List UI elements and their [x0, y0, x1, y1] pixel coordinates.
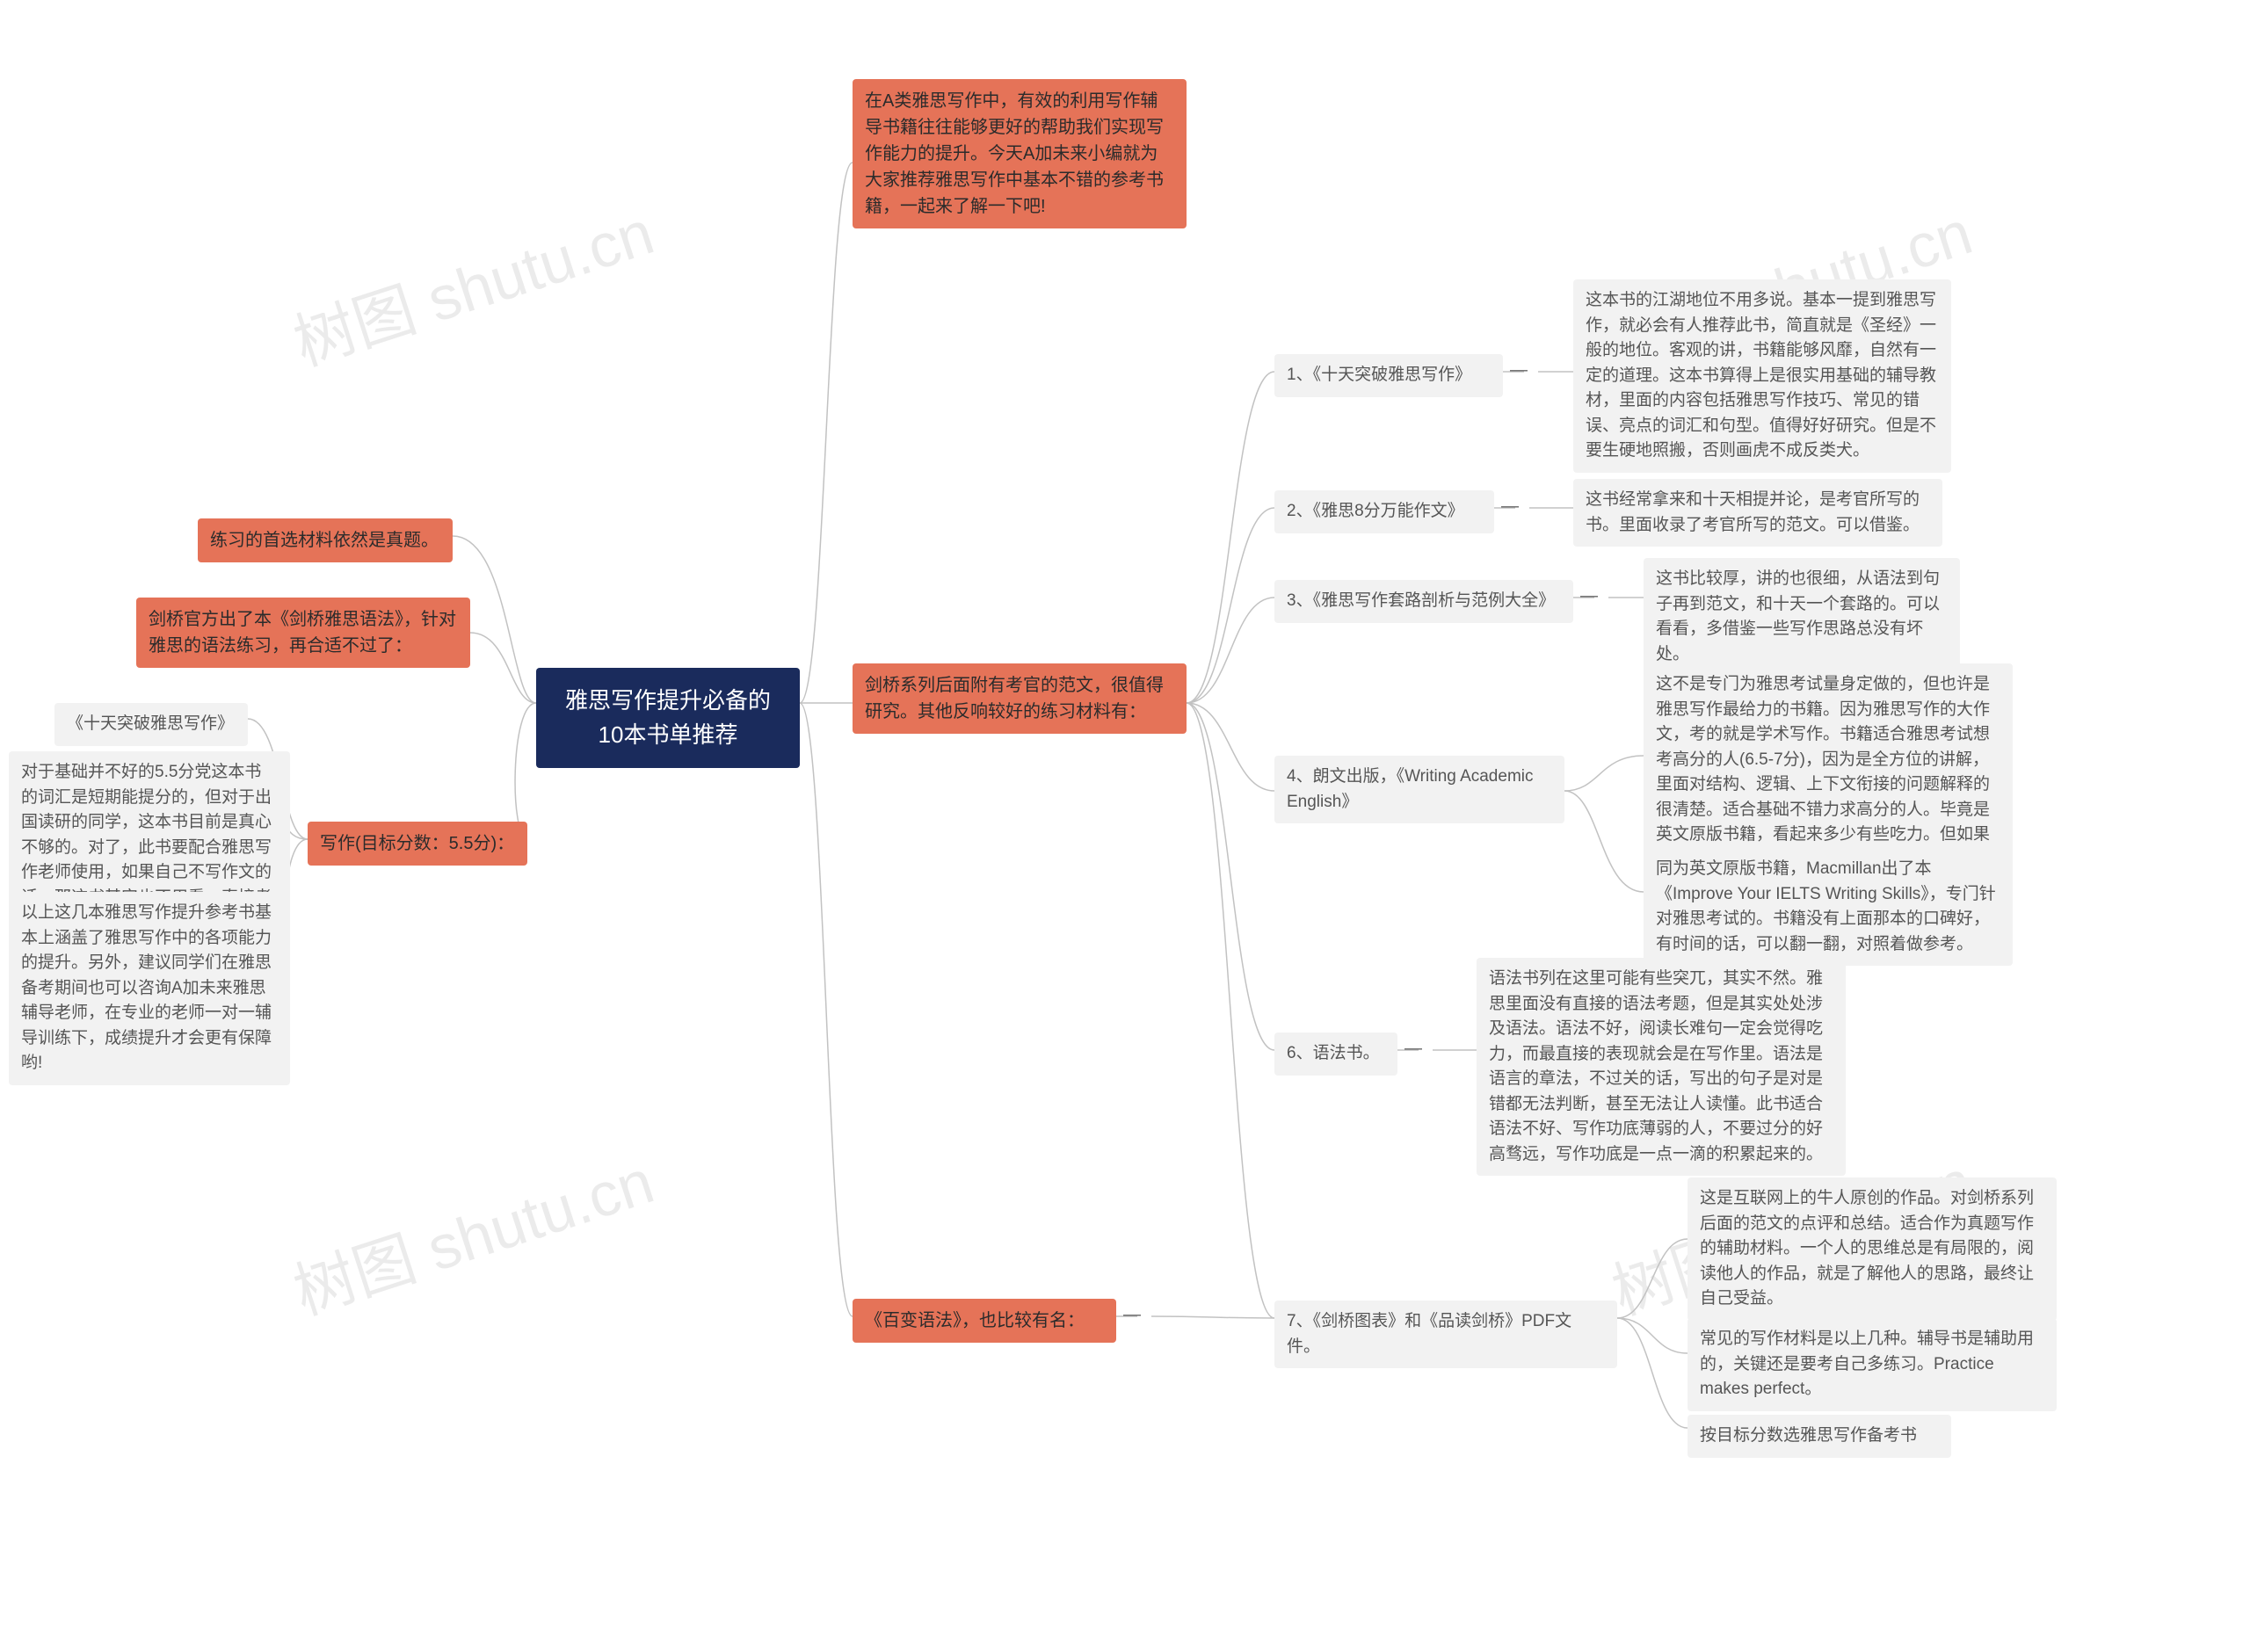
book-note: 这书经常拿来和十天相提并论，是考官所写的书。里面收录了考官所写的范文。可以借鉴。	[1573, 479, 1942, 547]
practice-branch[interactable]: 练习的首选材料依然是真题。	[198, 518, 453, 562]
book-title[interactable]: 1、《十天突破雅思写作》	[1274, 354, 1503, 397]
book-note: 语法书列在这里可能有些突兀，其实不然。雅思里面没有直接的语法考题，但是其实处处涉…	[1477, 958, 1846, 1176]
mindmap-canvas: 树图 shutu.cn 树图 shutu.cn 树图 shutu.cn 树图 s…	[0, 0, 2250, 1652]
dash: —	[1123, 1305, 1141, 1325]
book-note: 常见的写作材料是以上几种。辅导书是辅助用的，关键还是要考自己多练习。Practi…	[1688, 1318, 2057, 1411]
dash: —	[1501, 496, 1519, 517]
cambridge-branch[interactable]: 剑桥官方出了本《剑桥雅思语法》，针对雅思的语法练习，再合适不过了：	[136, 598, 470, 668]
root-node[interactable]: 雅思写作提升必备的10本书单推荐	[536, 668, 800, 768]
book-title[interactable]: 4、朗文出版，《Writing Academic English》	[1274, 756, 1564, 823]
main-branch[interactable]: 剑桥系列后面附有考官的范文，很值得研究。其他反响较好的练习材料有：	[853, 663, 1187, 734]
watermark: 树图 shutu.cn	[281, 184, 664, 383]
book-title[interactable]: 3、《雅思写作套路剖析与范例大全》	[1274, 580, 1573, 623]
dash: —	[1510, 360, 1528, 380]
book-note: 同为英文原版书籍，Macmillan出了本《Improve Your IELTS…	[1644, 848, 2013, 966]
book-title[interactable]: 6、语法书。	[1274, 1032, 1397, 1076]
book-title[interactable]: 2、《雅思8分万能作文》	[1274, 490, 1494, 533]
writing-child: 以上这几本雅思写作提升参考书基本上涵盖了雅思写作中的各项能力的提升。另外，建议同…	[9, 892, 290, 1085]
book-note: 这本书的江湖地位不用多说。基本一提到雅思写作，就必会有人推荐此书，简直就是《圣经…	[1573, 279, 1951, 473]
dash: —	[1404, 1039, 1422, 1059]
book-note: 这是互联网上的牛人原创的作品。对剑桥系列后面的范文的点评和总结。适合作为真题写作…	[1688, 1177, 2057, 1321]
book-title[interactable]: 7、《剑桥图表》和《品读剑桥》PDF文件。	[1274, 1301, 1617, 1368]
watermark: 树图 shutu.cn	[281, 1133, 664, 1332]
book-note: 这书比较厚，讲的也很细，从语法到句子再到范文，和十天一个套路的。可以看看，多借鉴…	[1644, 558, 1960, 676]
intro-branch[interactable]: 在A类雅思写作中，有效的利用写作辅导书籍往往能够更好的帮助我们实现写作能力的提升…	[853, 79, 1187, 228]
writing-child: 《十天突破雅思写作》	[54, 703, 248, 746]
dash: —	[1580, 586, 1598, 606]
book-note: 按目标分数选雅思写作备考书	[1688, 1415, 1951, 1458]
writing-branch[interactable]: 写作(目标分数：5.5分)：	[308, 822, 527, 866]
baibian-branch[interactable]: 《百变语法》，也比较有名：	[853, 1299, 1116, 1343]
